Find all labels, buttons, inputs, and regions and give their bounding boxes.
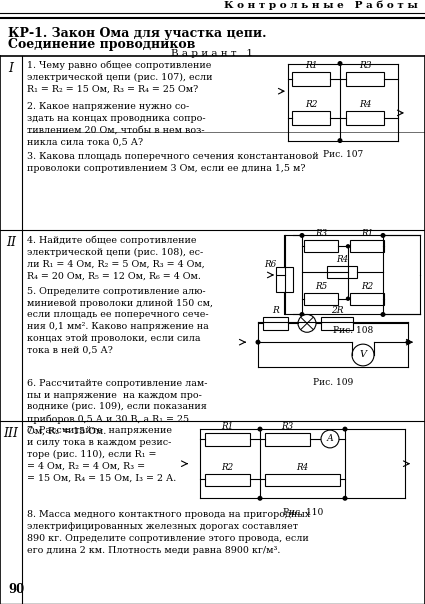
Text: 2. Какое напряжение нужно со-
здать на концах проводника сопро-
тивлением 20 Ом,: 2. Какое напряжение нужно со- здать на к… bbox=[27, 102, 206, 146]
Text: R: R bbox=[272, 306, 279, 315]
Circle shape bbox=[258, 496, 262, 500]
Circle shape bbox=[346, 297, 349, 300]
Circle shape bbox=[381, 234, 385, 237]
Text: R5: R5 bbox=[315, 282, 327, 291]
Text: III: III bbox=[3, 427, 19, 440]
Text: Соединение проводников: Соединение проводников bbox=[8, 38, 196, 51]
Text: R2: R2 bbox=[221, 463, 234, 472]
Circle shape bbox=[300, 313, 304, 316]
Text: Рис. 110: Рис. 110 bbox=[283, 508, 323, 517]
Bar bbox=[321, 318, 353, 330]
Circle shape bbox=[258, 427, 262, 431]
Bar bbox=[304, 293, 338, 304]
Text: R3: R3 bbox=[359, 62, 371, 71]
Bar bbox=[327, 266, 357, 278]
Text: 8. Масса медного контактного провода на пригородных
электрифицированных железных: 8. Масса медного контактного провода на … bbox=[27, 510, 310, 554]
Text: R4: R4 bbox=[336, 255, 348, 264]
Text: R3: R3 bbox=[281, 422, 294, 431]
Bar bbox=[304, 240, 338, 252]
Bar bbox=[276, 267, 293, 292]
Text: R1: R1 bbox=[221, 422, 234, 431]
Text: R6: R6 bbox=[264, 260, 276, 269]
Text: I: I bbox=[8, 62, 14, 74]
Text: 2R: 2R bbox=[331, 306, 343, 315]
Circle shape bbox=[343, 427, 347, 431]
Circle shape bbox=[338, 139, 342, 143]
Bar bbox=[346, 72, 384, 86]
Text: R2: R2 bbox=[361, 282, 373, 291]
Text: Рис. 107: Рис. 107 bbox=[323, 150, 363, 159]
Text: 1. Чему равно общее сопротивление
электрической цепи (рис. 107), если
R₁ = R₂ = : 1. Чему равно общее сопротивление электр… bbox=[27, 60, 212, 94]
Text: 3. Какова площадь поперечного сечения константановой
проволоки сопротивлением 3 : 3. Какова площадь поперечного сечения ко… bbox=[27, 152, 319, 173]
Text: 4. Найдите общее сопротивление
электрической цепи (рис. 108), ес-
ли R₁ = 4 Ом, : 4. Найдите общее сопротивление электриче… bbox=[27, 236, 205, 280]
Bar bbox=[292, 72, 330, 86]
Text: 5. Определите сопротивление алю-
миниевой проволоки длиной 150 см,
если площадь : 5. Определите сопротивление алю- миниево… bbox=[27, 287, 213, 355]
Text: R2: R2 bbox=[305, 100, 317, 109]
Bar bbox=[292, 111, 330, 125]
Text: 90: 90 bbox=[8, 583, 24, 596]
Bar bbox=[265, 474, 340, 486]
Text: В а р и а н т   1: В а р и а н т 1 bbox=[171, 49, 253, 58]
Circle shape bbox=[346, 245, 349, 248]
Bar bbox=[350, 293, 384, 304]
Text: R1: R1 bbox=[361, 230, 373, 239]
Circle shape bbox=[343, 496, 347, 500]
Bar bbox=[346, 111, 384, 125]
Text: Рис. 109: Рис. 109 bbox=[313, 378, 353, 387]
Circle shape bbox=[298, 315, 316, 332]
Text: 7. Рассчитайте  напряжение
и силу тока в каждом резис-
торе (рис. 110), если R₁ : 7. Рассчитайте напряжение и силу тока в … bbox=[27, 426, 176, 483]
Text: К о н т р о л ь н ы е   Р а б о т ы: К о н т р о л ь н ы е Р а б о т ы bbox=[224, 1, 418, 10]
Text: КР-1. Закон Ома для участка цепи.: КР-1. Закон Ома для участка цепи. bbox=[8, 27, 266, 40]
Circle shape bbox=[300, 234, 304, 237]
Text: II: II bbox=[6, 236, 16, 249]
Circle shape bbox=[321, 430, 339, 448]
Text: R1: R1 bbox=[305, 62, 317, 71]
Bar bbox=[205, 433, 250, 446]
Text: А: А bbox=[326, 434, 334, 443]
Bar bbox=[350, 240, 384, 252]
Text: Рис. 108: Рис. 108 bbox=[333, 326, 373, 335]
Text: V: V bbox=[360, 350, 366, 359]
Bar bbox=[263, 318, 288, 330]
Bar bbox=[205, 474, 250, 486]
Circle shape bbox=[406, 341, 410, 344]
Text: R4: R4 bbox=[296, 463, 309, 472]
Text: 6. Рассчитайте сопротивление лам-
пы и напряжение  на каждом про-
воднике (рис. : 6. Рассчитайте сопротивление лам- пы и н… bbox=[27, 379, 207, 436]
Text: R4: R4 bbox=[359, 100, 371, 109]
Circle shape bbox=[256, 341, 260, 344]
Circle shape bbox=[338, 62, 342, 65]
Bar bbox=[265, 433, 310, 446]
Circle shape bbox=[381, 313, 385, 316]
Text: R3: R3 bbox=[315, 230, 327, 239]
Circle shape bbox=[352, 344, 374, 366]
